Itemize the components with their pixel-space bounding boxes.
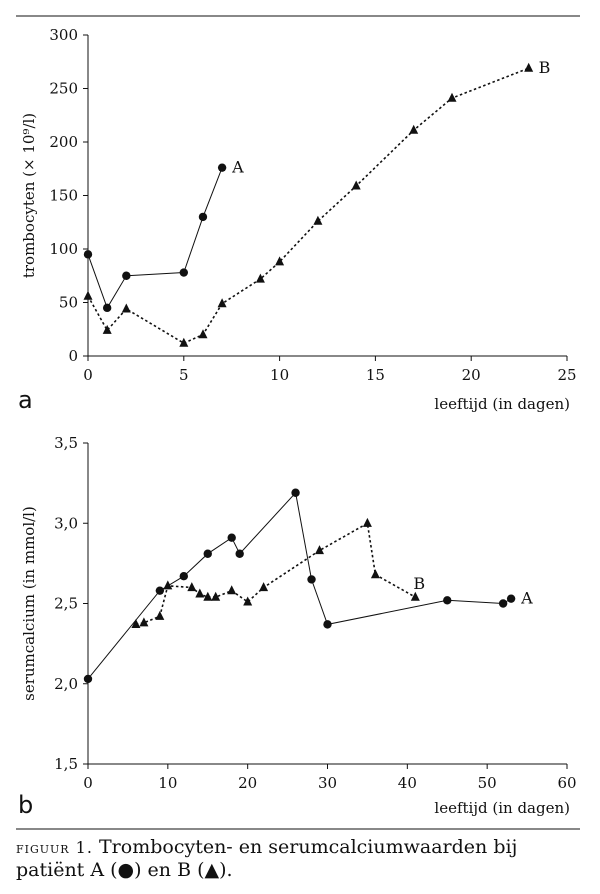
series-A-point (102, 303, 112, 313)
series-B-line (87, 67, 529, 345)
series-A-point (203, 549, 212, 558)
x-tick-label: 15 (366, 366, 385, 384)
x-tick-label: 25 (557, 366, 576, 384)
series-B-point (195, 588, 205, 598)
x-tick-label: 0 (83, 366, 93, 384)
y-tick-label: 50 (59, 294, 78, 312)
x-tick-label: 40 (398, 774, 417, 792)
series-A-label: A (520, 589, 533, 608)
y-tick-label: 300 (49, 26, 78, 44)
series-B-label: B (413, 574, 425, 593)
y-tick-label: 0 (68, 347, 78, 365)
series-B-point (524, 62, 534, 72)
series-B-point (131, 619, 141, 628)
x-axis-label: leeftijd (in dagen) (434, 395, 570, 413)
series-B-point (243, 596, 253, 606)
series-B-point (211, 591, 221, 601)
y-tick-label: 3,5 (54, 434, 78, 452)
x-tick-label: 0 (83, 774, 93, 792)
series-B-point (139, 617, 149, 627)
chart-panel-a: 0 50 100 150 200 250 300 0 5 10 15 20 25 leeftijd (in… (18, 26, 577, 414)
series-B-point (313, 215, 323, 225)
series-B-line (135, 522, 416, 626)
series-B-point (121, 303, 131, 313)
series-B-point (370, 569, 380, 579)
series-B-point (275, 256, 285, 266)
series-B-point (410, 591, 420, 601)
series-A-point (179, 268, 188, 277)
series-B-point (351, 180, 361, 190)
series-B-point (447, 92, 457, 102)
y-tick-label: 200 (49, 133, 78, 151)
series-A-point (323, 620, 332, 629)
series-B-point (227, 585, 237, 595)
x-tick-label: 20 (462, 366, 481, 384)
series-A-point (498, 599, 508, 608)
series-B-label: B (539, 58, 551, 77)
y-tick-label: 2,5 (54, 595, 78, 613)
series-A-point (83, 250, 93, 259)
y-axis-label: serumcalcium (in mmol/l) (20, 506, 38, 701)
series-A-point (122, 271, 131, 280)
x-tick-label: 50 (478, 774, 497, 792)
series-B-point (187, 582, 197, 592)
series-A-point (83, 674, 93, 684)
caption-text: Trombocyten- en serumcalciumwaarden bij … (16, 836, 518, 881)
x-tick-label: 10 (158, 774, 177, 792)
series-A-point (179, 572, 188, 581)
series-A-point (506, 594, 516, 603)
y-tick-label: 100 (49, 240, 78, 258)
series-B-point (409, 124, 419, 134)
series-B-point (198, 329, 208, 339)
x-tick-label: 20 (238, 774, 257, 792)
series-B-point (155, 610, 165, 620)
series-A-label: A (231, 158, 244, 177)
x-tick-label: 60 (557, 774, 576, 792)
panel-letter: b (18, 791, 33, 819)
series-A-point (307, 575, 316, 584)
series-B-point (315, 545, 324, 555)
figure-caption: figuur 1. Trombocyten- en serumcalciumwa… (16, 836, 588, 881)
series-B-point (163, 580, 173, 590)
series-A-point (443, 596, 452, 605)
y-tick-label: 250 (49, 80, 78, 98)
series-B-point (217, 298, 227, 308)
series-A-point (217, 163, 227, 172)
series-B-point (102, 324, 112, 334)
series-B-point (179, 337, 189, 347)
series-A-point (227, 533, 236, 542)
caption-label: figuur 1. (16, 838, 93, 857)
series-A-point (198, 212, 208, 222)
series-B-point (362, 517, 372, 527)
series-A-line (87, 491, 512, 680)
x-tick-label: 10 (270, 366, 289, 384)
chart-panel-b: 1,5 2,0 2,5 3,0 3,5 0 10 20 30 40 50 60 leeftijd (in… (18, 434, 577, 819)
y-tick-label: 150 (49, 187, 78, 205)
y-tick-label: 3,0 (54, 514, 78, 532)
series-A-point (235, 549, 244, 558)
y-tick-label: 2,0 (54, 675, 78, 693)
series-B-point (259, 582, 269, 592)
series-B-point (255, 273, 265, 283)
series-A-point (155, 586, 165, 595)
y-axis-label: trombocyten (× 10⁹/l) (20, 113, 38, 278)
x-tick-label: 30 (318, 774, 337, 792)
series-B-point (83, 290, 93, 300)
x-axis-label: leeftijd (in dagen) (434, 799, 570, 817)
series-A-point (291, 488, 300, 497)
x-tick-label: 5 (179, 366, 189, 384)
panel-letter: a (18, 386, 33, 414)
series-B-point (203, 591, 213, 601)
y-tick-label: 1,5 (54, 755, 78, 773)
series-A-line (87, 167, 223, 310)
